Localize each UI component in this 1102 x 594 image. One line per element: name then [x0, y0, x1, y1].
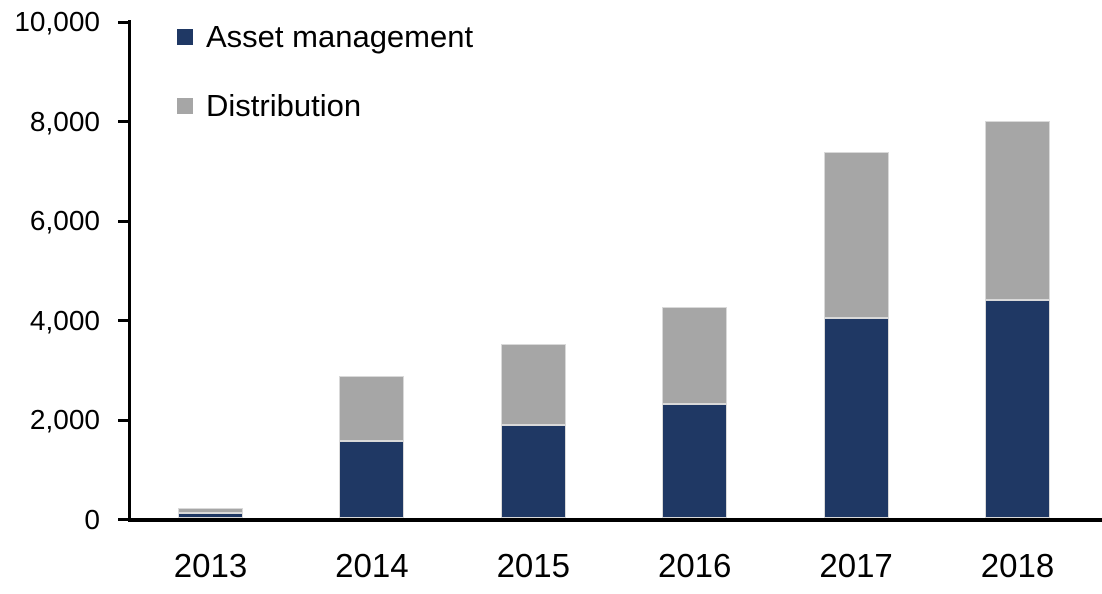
legend-label-distribution: Distribution — [206, 88, 362, 123]
y-tick-label-4-000: 4,000 — [29, 304, 100, 336]
bar-2018-asset-management — [985, 299, 1050, 518]
bar-group-2016 — [662, 307, 728, 518]
y-tick-4-000 — [118, 319, 129, 322]
bar-2013-distribution — [178, 508, 243, 514]
y-tick-8-000 — [118, 120, 129, 123]
legend-item-distribution: Distribution — [177, 90, 361, 121]
x-tick-label-2017: 2017 — [819, 547, 893, 584]
x-axis-line — [128, 518, 1102, 522]
x-tick-label-2016: 2016 — [657, 547, 732, 584]
y-tick-label-6-000: 6,000 — [29, 205, 100, 236]
x-tick-label-2013: 2013 — [173, 547, 248, 584]
legend-item-asset-management: Asset management — [177, 21, 473, 52]
y-tick-10-000 — [118, 20, 129, 24]
y-tick-0 — [118, 518, 129, 521]
bar-2018-distribution — [985, 121, 1050, 300]
y-tick-label-10-000: 10,000 — [14, 6, 100, 37]
x-tick-label-2015: 2015 — [496, 547, 570, 584]
x-tick-label-2014: 2014 — [335, 547, 409, 584]
bar-group-2013 — [178, 508, 243, 518]
bar-2016-asset-management — [662, 403, 728, 518]
y-tick-label-8-000: 8,000 — [29, 105, 100, 137]
bar-2013-asset-management — [178, 513, 243, 518]
legend-label-asset-management: Asset management — [206, 19, 474, 54]
bar-2015-distribution — [500, 344, 566, 425]
y-tick-label-0: 0 — [84, 503, 100, 535]
y-tick-6-000 — [118, 219, 129, 223]
bar-2014-asset-management — [339, 441, 405, 518]
legend-swatch-distribution — [177, 97, 193, 114]
y-tick-2-000 — [118, 418, 129, 422]
bar-group-2017 — [823, 151, 889, 518]
bar-group-2015 — [500, 344, 566, 518]
bar-2017-asset-management — [823, 318, 889, 518]
bar-2017-distribution — [823, 151, 889, 319]
y-axis-line — [128, 20, 131, 521]
y-tick-label-2-000: 2,000 — [29, 404, 100, 435]
legend-swatch-asset-management — [177, 28, 193, 45]
bar-2014-distribution — [339, 375, 405, 442]
bar-group-2018 — [985, 121, 1050, 518]
bar-2015-asset-management — [500, 424, 566, 518]
bar-2016-distribution — [662, 307, 728, 404]
bar-group-2014 — [339, 375, 405, 518]
x-tick-label-2018: 2018 — [980, 547, 1055, 584]
